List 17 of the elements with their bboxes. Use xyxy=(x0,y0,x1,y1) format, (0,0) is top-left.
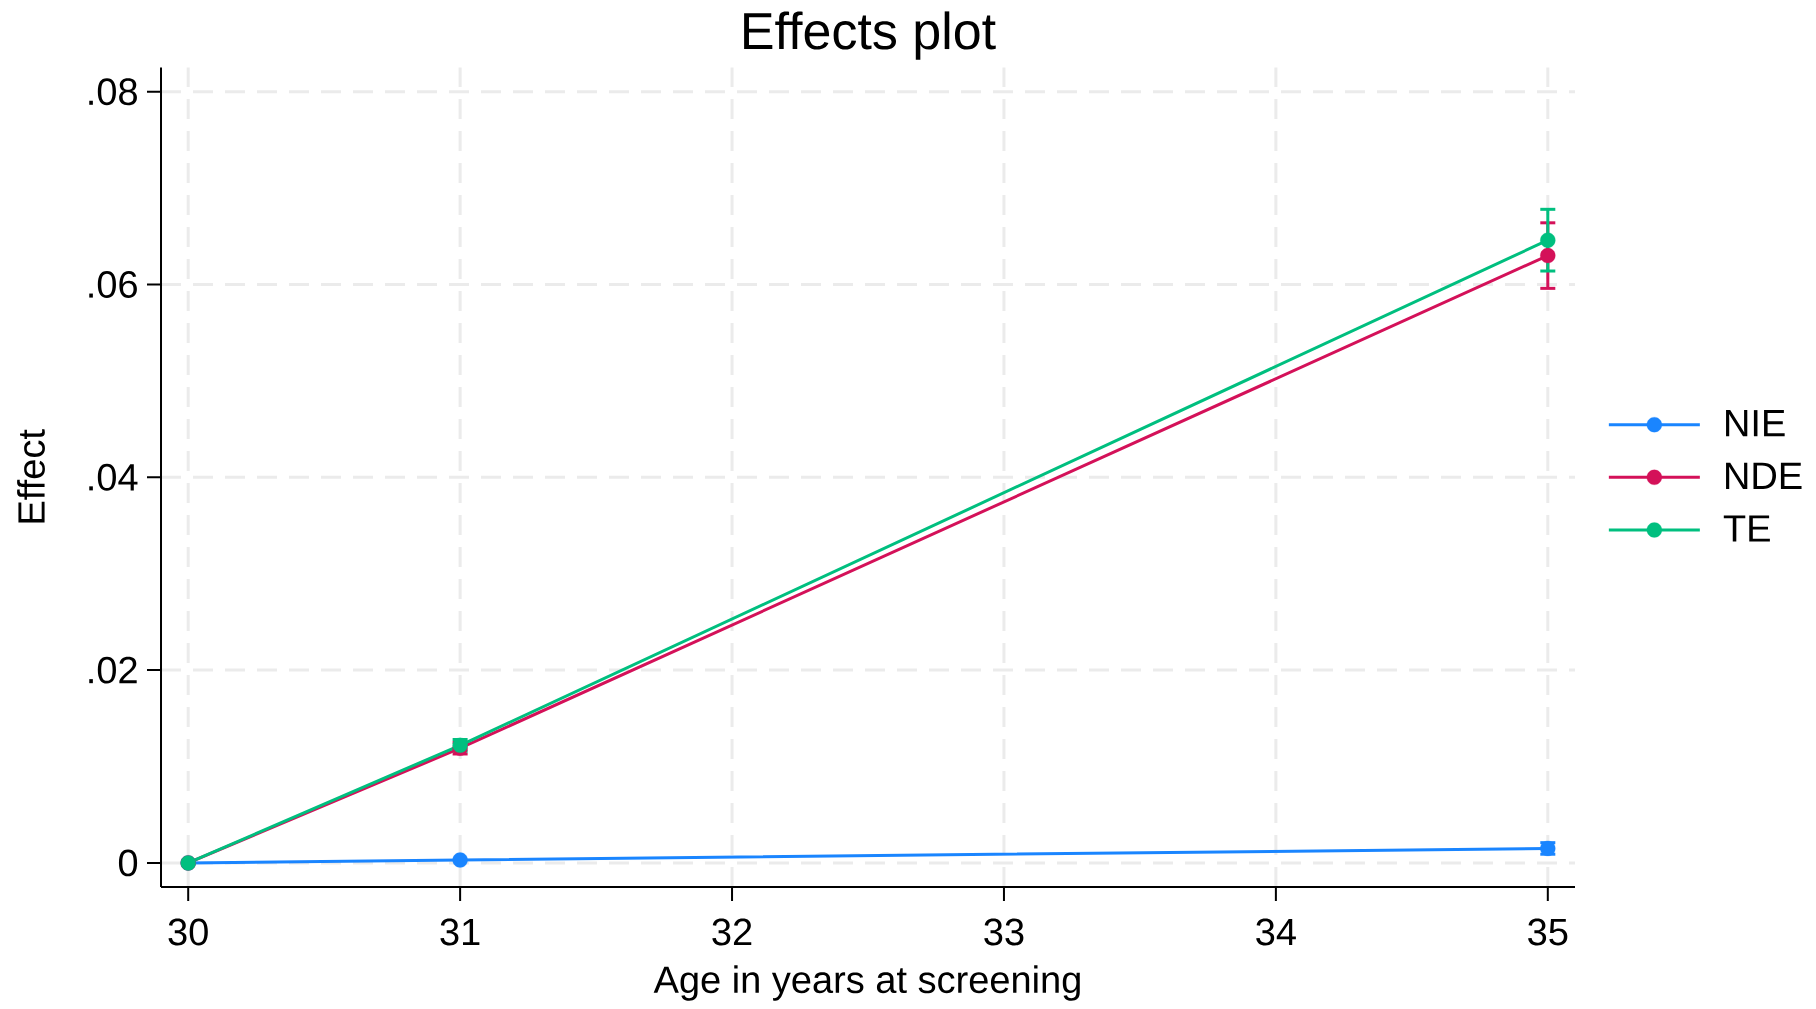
chart-title: Effects plot xyxy=(744,11,996,60)
legend-label: NIE xyxy=(1726,410,1785,437)
legend-label: NDE xyxy=(1726,462,1802,489)
y-tick-label: .08 xyxy=(89,78,137,106)
x-tick-label: 30 xyxy=(168,918,208,946)
y-tick-label: .06 xyxy=(89,271,137,298)
x-tick-label: 33 xyxy=(984,918,1024,946)
x-tick-label: 31 xyxy=(440,918,480,946)
legend-label: TE xyxy=(1723,515,1770,542)
x-tick-label: 34 xyxy=(1256,918,1296,946)
y-tick-label: .04 xyxy=(89,463,138,491)
y-axis-title: Effect xyxy=(17,429,45,523)
x-tick-label: 32 xyxy=(712,918,752,946)
y-tick-label: .02 xyxy=(89,656,137,684)
x-tick-label: 35 xyxy=(1528,918,1568,946)
y-tick-label: 0 xyxy=(118,849,138,877)
x-axis-title: Age in years at screening xyxy=(653,965,1080,1001)
